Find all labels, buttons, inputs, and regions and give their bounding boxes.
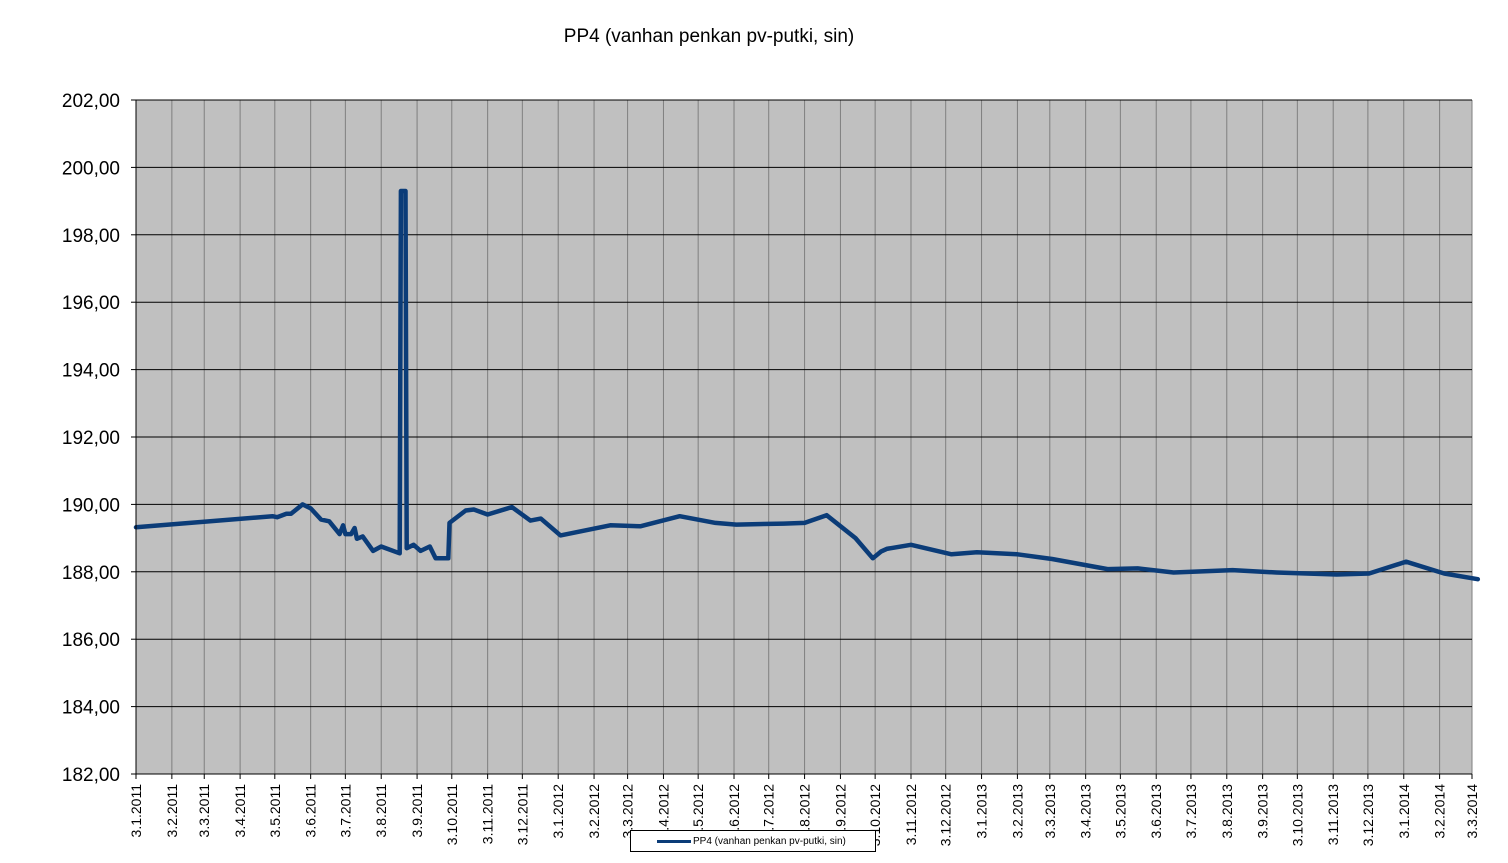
series-line	[133, 188, 1481, 582]
x-tick-label: 3.1.2014	[1396, 784, 1412, 839]
x-tick-label: 3.6.2011	[303, 784, 319, 838]
y-tick-label: 194,00	[62, 361, 120, 382]
y-tick-label: 200,00	[62, 158, 120, 179]
x-tick-label: 3.11.2011	[480, 784, 496, 844]
y-axis: 182,00 184,00 186,00 188,00 190,00 192,00 194,…	[62, 91, 137, 786]
x-tick-label: 3.6.2012	[726, 784, 742, 839]
x-tick-label: 3.7.2013	[1183, 784, 1199, 839]
x-tick-label: 3.3.2013	[1042, 784, 1058, 839]
x-tick-label: 3.4.2011	[232, 784, 248, 838]
y-tick-label: 198,00	[62, 226, 120, 247]
x-tick-label: 3.5.2012	[690, 784, 706, 839]
x-tick-label: 3.9.2013	[1255, 784, 1271, 839]
x-tick-label: 3.3.2011	[196, 784, 212, 838]
x-tick-label: 3.2.2013	[1009, 784, 1025, 839]
y-tick-label: 186,00	[62, 630, 120, 651]
y-tick-label: 184,00	[62, 698, 120, 719]
y-tick-label: 188,00	[62, 563, 120, 584]
y-tick-label: 190,00	[62, 495, 120, 516]
x-tick-label: 3.8.2013	[1219, 784, 1235, 839]
x-tick-label: 3.6.2013	[1148, 784, 1164, 839]
x-tick-label: 3.11.2013	[1325, 784, 1341, 845]
x-tick-label: 3.7.2011	[337, 784, 353, 838]
series-group	[133, 188, 1481, 582]
x-tick-label: 3.4.2012	[655, 784, 671, 839]
x-tick-label: 3.11.2012	[903, 784, 919, 845]
x-tick-label: 3.7.2012	[761, 784, 777, 839]
x-tick-label: 3.12.2013	[1360, 784, 1376, 846]
x-tick-label: 3.8.2011	[373, 784, 389, 838]
x-tick-label: 3.9.2011	[409, 784, 425, 838]
legend: PP4 (vanhan penkan pv-putki, sin)	[630, 830, 876, 852]
x-tick-label: 3.3.2012	[620, 784, 636, 839]
x-tick-label: 3.10.2013	[1289, 784, 1305, 846]
x-tick-label: 3.5.2013	[1112, 784, 1128, 839]
x-tick-label: 3.2.2012	[586, 784, 602, 839]
x-tick-label: 3.5.2011	[267, 784, 283, 838]
y-tick-label: 196,00	[62, 293, 120, 314]
x-tick-label: 3.4.2013	[1078, 784, 1094, 839]
x-tick-label: 3.8.2012	[797, 784, 813, 839]
legend-swatch	[657, 839, 691, 843]
x-tick-label: 3.10.2011	[444, 784, 460, 845]
x-tick-label: 3.3.2014	[1464, 784, 1480, 839]
x-tick-label: 3.9.2012	[832, 784, 848, 839]
x-tick-label: 3.1.2011	[128, 784, 144, 838]
x-tick-label: 3.2.2014	[1432, 784, 1448, 839]
legend-label: PP4 (vanhan penkan pv-putki, sin)	[693, 835, 846, 847]
y-tick-label: 202,00	[62, 91, 120, 112]
y-tick-label: 182,00	[62, 765, 120, 786]
x-tick-label: 3.1.2012	[550, 784, 566, 839]
x-tick-label: 3.1.2013	[974, 784, 990, 839]
x-tick-label: 3.12.2011	[514, 784, 530, 845]
x-axis: 3.1.2011 3.2.2011 3.3.2011 3.4.2011 3.5.2011…	[128, 773, 1480, 846]
x-tick-label: 3.2.2011	[164, 784, 180, 838]
y-tick-label: 192,00	[62, 428, 120, 449]
chart-title: PP4 (vanhan penkan pv-putki, sin)	[563, 26, 855, 47]
x-tick-label: 3.12.2012	[938, 784, 954, 846]
